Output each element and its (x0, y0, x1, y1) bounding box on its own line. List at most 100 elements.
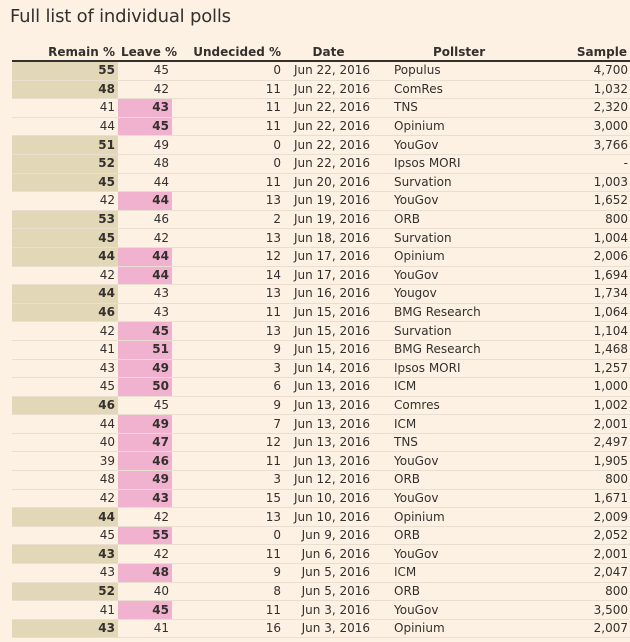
sample-cell: 1,257 (531, 359, 630, 379)
table-row: 43 48 9 Jun 5, 2016 ICM 2,047 (12, 563, 630, 583)
date-cell: Jun 14, 2016 (284, 359, 373, 379)
leave-cell: 49 (118, 135, 172, 155)
leave-cell: 40 (118, 582, 172, 602)
leave-cell: 43 (118, 284, 172, 304)
sample-cell: 800 (531, 470, 630, 490)
header-row: Remain % Leave % Undecided % Date Pollst… (12, 43, 630, 62)
leave-cell: 41 (118, 619, 172, 639)
undecided-cell: 13 (172, 507, 284, 527)
undecided-cell: 11 (172, 80, 284, 100)
pollster-cell: YouGov (373, 135, 531, 155)
table-row: 44 44 12 Jun 17, 2016 Opinium 2,006 (12, 247, 630, 267)
table-row: 46 43 11 Jun 15, 2016 BMG Research 1,064 (12, 303, 630, 323)
pollster-cell: ICM (373, 563, 531, 583)
remain-cell: 51 (12, 135, 118, 155)
date-cell: Jun 10, 2016 (284, 489, 373, 509)
sample-cell: 1,694 (531, 266, 630, 286)
leave-cell: 44 (118, 266, 172, 286)
undecided-cell: 0 (172, 135, 284, 155)
undecided-cell: 15 (172, 489, 284, 509)
column-header-leave[interactable]: Leave % (118, 43, 177, 62)
table-row: 51 49 0 Jun 22, 2016 YouGov 3,766 (12, 135, 630, 155)
remain-cell: 53 (12, 210, 118, 230)
date-cell: Jun 9, 2016 (284, 526, 373, 546)
undecided-cell: 0 (172, 526, 284, 546)
table-row: 42 44 13 Jun 19, 2016 YouGov 1,652 (12, 191, 630, 211)
pollster-cell: Yougov (373, 284, 531, 304)
pollster-cell: YouGov (373, 600, 531, 620)
date-cell: Jun 5, 2016 (284, 563, 373, 583)
pollster-cell: ORB (373, 470, 531, 490)
remain-cell: 45 (12, 228, 118, 248)
table-row: 40 47 12 Jun 13, 2016 TNS 2,497 (12, 433, 630, 453)
date-cell: Jun 22, 2016 (284, 154, 373, 174)
remain-cell: 43 (12, 563, 118, 583)
undecided-cell: 11 (172, 98, 284, 118)
pollster-cell: Ipsos MORI (373, 154, 531, 174)
leave-cell: 45 (118, 600, 172, 620)
table-row: 41 51 9 Jun 15, 2016 BMG Research 1,468 (12, 340, 630, 360)
pollster-cell: YouGov (373, 544, 531, 565)
remain-cell: 42 (12, 489, 118, 509)
pollster-cell: Survation (373, 228, 531, 248)
undecided-cell: 9 (172, 563, 284, 583)
column-header-date[interactable]: Date (284, 43, 373, 62)
leave-cell: 49 (118, 414, 172, 434)
remain-cell: 52 (12, 582, 118, 602)
sample-cell: 3,500 (531, 600, 630, 620)
undecided-cell: 13 (172, 191, 284, 211)
sample-cell: 2,052 (531, 526, 630, 546)
table-row: 39 46 11 Jun 13, 2016 YouGov 1,905 (12, 451, 630, 472)
leave-cell: 47 (118, 433, 172, 453)
remain-cell: 40 (12, 433, 118, 453)
column-header-undecided[interactable]: Undecided % (172, 43, 284, 62)
undecided-cell: 14 (172, 266, 284, 286)
leave-cell: 42 (118, 507, 172, 527)
polls-table: Remain % Leave % Undecided % Date Pollst… (12, 43, 630, 639)
remain-cell: 45 (12, 377, 118, 397)
sample-cell: 800 (531, 210, 630, 230)
sample-cell: 1,652 (531, 191, 630, 211)
remain-cell: 43 (12, 544, 118, 565)
undecided-cell: 3 (172, 470, 284, 490)
pollster-cell: YouGov (373, 451, 531, 472)
column-header-remain[interactable]: Remain % (12, 43, 118, 62)
date-cell: Jun 15, 2016 (284, 303, 373, 323)
column-header-sample[interactable]: Sample (531, 43, 630, 62)
pollster-cell: ORB (373, 582, 531, 602)
leave-cell: 44 (118, 247, 172, 267)
undecided-cell: 9 (172, 396, 284, 416)
sample-cell: 3,766 (531, 135, 630, 155)
remain-cell: 52 (12, 154, 118, 174)
undecided-cell: 11 (172, 173, 284, 193)
date-cell: Jun 15, 2016 (284, 340, 373, 360)
undecided-cell: 0 (172, 154, 284, 174)
polls-table-body: 55 45 0 Jun 22, 2016 Populus 4,700 48 42 11 Jun 2… (12, 61, 630, 639)
column-header-pollster[interactable]: Pollster (373, 43, 531, 62)
undecided-cell: 13 (172, 228, 284, 248)
remain-cell: 41 (12, 600, 118, 620)
table-row: 41 43 11 Jun 22, 2016 TNS 2,320 (12, 98, 630, 118)
sample-cell: 1,671 (531, 489, 630, 509)
remain-cell: 41 (12, 340, 118, 360)
date-cell: Jun 22, 2016 (284, 61, 373, 81)
table-row: 43 49 3 Jun 14, 2016 Ipsos MORI 1,257 (12, 359, 630, 379)
date-cell: Jun 12, 2016 (284, 470, 373, 490)
date-cell: Jun 13, 2016 (284, 396, 373, 416)
sample-cell: 2,001 (531, 414, 630, 434)
date-cell: Jun 10, 2016 (284, 507, 373, 527)
table-row: 52 40 8 Jun 5, 2016 ORB 800 (12, 582, 630, 602)
sample-cell: 1,905 (531, 451, 630, 472)
undecided-cell: 7 (172, 414, 284, 434)
date-cell: Jun 19, 2016 (284, 210, 373, 230)
remain-cell: 44 (12, 414, 118, 434)
table-row: 52 48 0 Jun 22, 2016 Ipsos MORI - (12, 154, 630, 174)
undecided-cell: 11 (172, 544, 284, 565)
date-cell: Jun 22, 2016 (284, 80, 373, 100)
polls-table-header: Remain % Leave % Undecided % Date Pollst… (12, 43, 630, 62)
undecided-cell: 2 (172, 210, 284, 230)
undecided-cell: 12 (172, 247, 284, 267)
date-cell: Jun 22, 2016 (284, 135, 373, 155)
remain-cell: 46 (12, 396, 118, 416)
table-row: 43 41 16 Jun 3, 2016 Opinium 2,007 (12, 619, 630, 639)
